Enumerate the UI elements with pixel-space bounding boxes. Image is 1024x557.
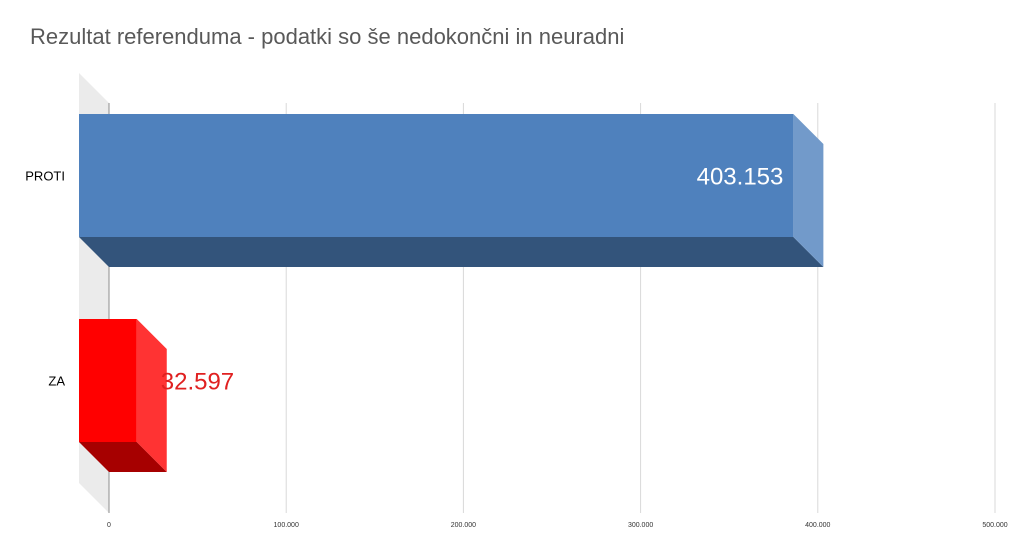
bar-bottom-proti — [79, 237, 824, 267]
bar-side-proti — [793, 114, 824, 267]
data-label-za: 32.597 — [161, 369, 234, 396]
chart-title: Rezultat referenduma - podatki so še ned… — [30, 24, 625, 49]
bar-front-za — [79, 319, 137, 442]
x-tick-label: 100.000 — [274, 522, 299, 529]
data-label-proti: 403.153 — [697, 164, 784, 191]
bar-bottom-za — [79, 442, 167, 472]
x-tick-label: 0 — [107, 522, 111, 529]
bar-side-za — [136, 319, 167, 472]
x-tick-label: 400.000 — [805, 522, 830, 529]
category-label-proti: PROTI — [25, 169, 65, 184]
x-tick-label: 300.000 — [628, 522, 653, 529]
x-tick-label: 500.000 — [982, 522, 1007, 529]
x-tick-label: 200.000 — [451, 522, 476, 529]
category-label-za: ZA — [48, 374, 65, 389]
bar-front-proti — [79, 114, 794, 237]
